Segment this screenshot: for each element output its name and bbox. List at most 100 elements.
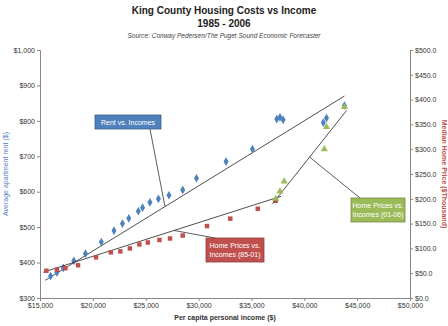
chart: King County Housing Costs vs Income1985 … [0,0,448,326]
y-axis: $300 $400 $500 $600 $700 $800 $900 $1,000 [14,47,41,302]
y2-axis-tick-label: $450.0 [415,72,437,79]
y-axis-tick-mark [37,85,40,86]
point [228,216,232,220]
x-axis-tick-mark [251,298,252,301]
y2-axis-tick-label: $250.0 [415,171,437,178]
y2-axis-tick-label: $300.0 [415,146,437,153]
plot-area [43,96,348,280]
y2-axis-line [411,51,414,299]
y2-axis-tick-mark [410,100,413,101]
x-axis-tick-label: $30,000 [186,302,211,309]
y2-axis-tick-label: $50.0 [415,270,433,277]
y2-axis-tick-mark [410,50,413,51]
y-axis-tick: $400 [19,259,40,266]
x-axis-tick: $35,000 [239,298,264,309]
y-axis-line [37,51,41,299]
y-axis-tick-label: $900 [19,82,35,89]
point [341,103,348,109]
y-axis-tick: $500 [19,224,40,231]
y2-axis-tick: $200.0 [410,196,437,203]
point [136,207,141,216]
x-axis-tick-mark [146,298,147,301]
x-axis-tick: $20,000 [81,298,106,309]
y2-axis-tick: $350.0 [410,121,437,128]
point [147,198,152,207]
point [140,203,145,212]
x-axis-tick-label: $35,000 [239,302,264,309]
point [323,123,330,129]
annotations: Rent vs. IncomesHome Prices vs.Incomes (… [95,115,405,262]
x-axis-tick-label: $25,000 [134,302,159,309]
y-axis-tick: $700 [19,153,40,160]
point [168,236,172,240]
y2-axis-tick-mark [410,75,413,76]
point [137,242,141,246]
y2-axis-tick-label: $350.0 [415,121,437,128]
y2-axis-tick-mark [410,124,413,125]
y-axis-tick-mark [37,298,40,299]
series-points [272,103,348,201]
callout-label: Home Prices vs.Incomes (01-06) [353,202,404,219]
point [71,256,76,265]
point [109,250,113,254]
y2-axis-tick: $450.0 [410,72,437,79]
y-axis-tick: $900 [19,82,40,89]
callout-arrow [310,157,360,198]
x-axis-tick-label: $40,000 [292,302,317,309]
y-axis-tick-label: $400 [19,259,35,266]
x-axis-tick: $25,000 [134,298,159,309]
y2-axis-tick: $300.0 [410,146,437,153]
point [281,115,286,124]
y-axis-title: Average apartment rent ($) [2,132,10,216]
point [157,238,161,242]
point [126,214,131,223]
point [194,174,199,183]
y2-axis-tick-label: $400.0 [415,96,437,103]
y2-axis-tick-mark [410,174,413,175]
y2-axis-tick-label: $500.0 [415,47,437,54]
point [128,246,132,250]
y-axis-tick-mark [37,192,40,193]
y-axis-tick-label: $600 [19,188,35,195]
callout-label: Home Prices vs.Incomes (85-01) [210,242,261,259]
y-axis-tick: $300 [19,295,40,302]
y2-axis-tick-mark [410,199,413,200]
trendline [43,196,281,272]
y-axis-tick: $1,000 [14,47,40,54]
x-axis-tick: $30,000 [186,298,211,309]
x-axis-tick: $40,000 [292,298,317,309]
y-axis-tick: $800 [19,118,40,125]
point [118,249,122,253]
x-axis-tick: $45,000 [345,298,370,309]
point [120,219,125,228]
y2-axis-tick-mark [410,273,413,274]
point [324,114,329,123]
y2-axis-tick: $100.0 [410,245,437,252]
point [180,186,185,195]
point [99,238,104,247]
y-axis-tick-mark [37,156,40,157]
callout-arrow [174,230,215,238]
y2-axis-tick: $150.0 [410,220,437,227]
series-points [48,101,347,280]
y2-axis-tick-mark [410,298,413,299]
x-axis-tick-mark [357,298,358,301]
point [94,255,98,259]
y-axis-tick-label: $500 [19,224,35,231]
source: Source: Conway Pedersen/The Puget Sound … [128,32,322,40]
x-axis-tick-label: $20,000 [81,302,106,309]
y-axis-tick-label: $700 [19,153,35,160]
y2-axis-title: Median Home Price ($Thousand) [440,120,448,229]
point [224,157,229,166]
y-axis-tick-mark [37,263,40,264]
x-axis-tick-label: $45,000 [345,302,370,309]
y-axis-tick-mark [37,121,40,122]
x-axis-tick-label: $15,000 [28,302,53,309]
point [111,226,116,235]
point [180,233,184,237]
series-points [44,199,278,273]
trendline [45,96,344,280]
y-axis-tick-mark [37,50,40,51]
point [63,266,67,270]
point [54,268,59,277]
